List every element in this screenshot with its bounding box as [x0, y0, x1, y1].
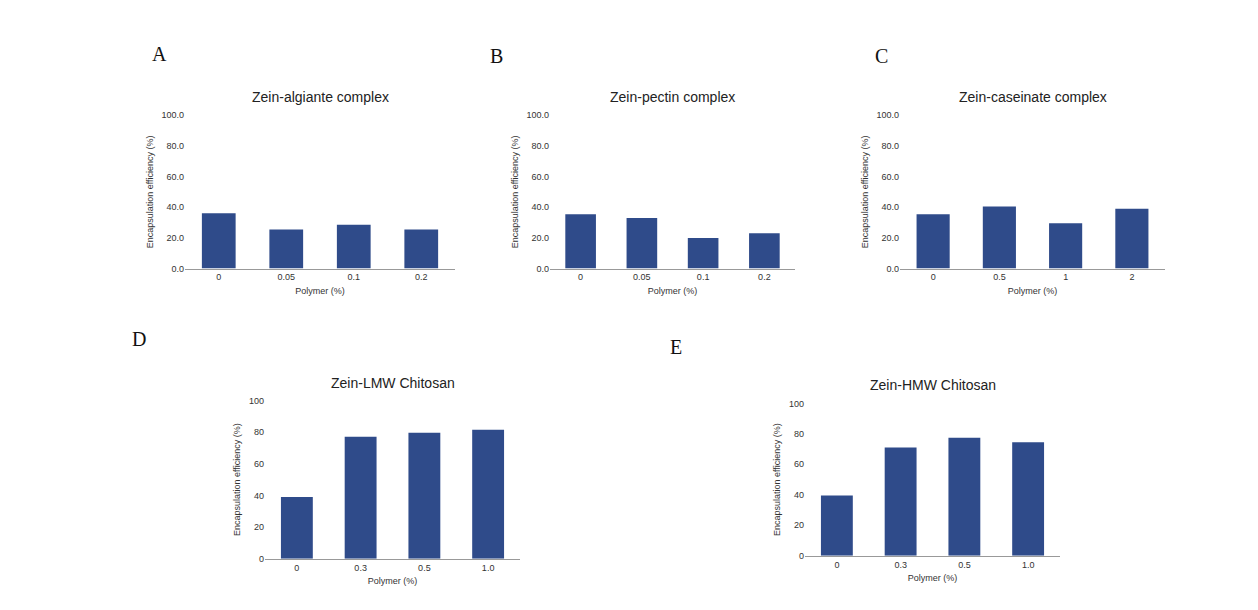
svg-text:Polymer (%): Polymer (%) — [368, 576, 418, 586]
svg-text:80: 80 — [254, 427, 264, 437]
svg-text:1.0: 1.0 — [1022, 560, 1035, 570]
svg-text:Zein-algiante complex: Zein-algiante complex — [252, 89, 389, 105]
svg-text:100: 100 — [249, 396, 264, 406]
svg-text:Polymer (%): Polymer (%) — [1008, 286, 1058, 296]
svg-text:1: 1 — [1063, 272, 1068, 282]
svg-text:100: 100 — [789, 399, 804, 409]
svg-text:40.0: 40.0 — [881, 202, 899, 212]
svg-text:20: 20 — [794, 520, 804, 530]
svg-text:60.0: 60.0 — [166, 172, 184, 182]
svg-text:0.05: 0.05 — [633, 272, 651, 282]
svg-text:2: 2 — [1129, 272, 1134, 282]
svg-text:60.0: 60.0 — [531, 172, 549, 182]
svg-text:80: 80 — [794, 429, 804, 439]
svg-text:60: 60 — [794, 459, 804, 469]
svg-text:A: A — [152, 43, 167, 65]
svg-text:40.0: 40.0 — [531, 202, 549, 212]
svg-text:40.0: 40.0 — [166, 202, 184, 212]
svg-text:80.0: 80.0 — [166, 141, 184, 151]
svg-text:Encapsulation efficiency (%): Encapsulation efficiency (%) — [510, 135, 520, 248]
svg-text:0.3: 0.3 — [894, 560, 907, 570]
svg-text:0: 0 — [294, 563, 299, 573]
svg-text:Encapsulation efficiency (%): Encapsulation efficiency (%) — [772, 423, 782, 536]
svg-text:20: 20 — [254, 522, 264, 532]
svg-text:Polymer (%): Polymer (%) — [648, 286, 698, 296]
svg-text:80.0: 80.0 — [881, 141, 899, 151]
svg-text:C: C — [875, 45, 888, 67]
svg-text:0: 0 — [259, 554, 264, 564]
svg-text:0.3: 0.3 — [354, 563, 367, 573]
svg-text:0.2: 0.2 — [415, 272, 428, 282]
svg-text:0.0: 0.0 — [171, 264, 184, 274]
svg-text:0: 0 — [799, 551, 804, 561]
svg-text:0.1: 0.1 — [347, 272, 360, 282]
svg-text:Zein-HMW Chitosan: Zein-HMW Chitosan — [870, 377, 996, 393]
svg-text:D: D — [132, 328, 146, 350]
svg-text:0: 0 — [834, 560, 839, 570]
svg-text:0.0: 0.0 — [886, 264, 899, 274]
svg-text:E: E — [670, 336, 682, 358]
svg-text:0: 0 — [931, 272, 936, 282]
svg-text:0.5: 0.5 — [958, 560, 971, 570]
svg-text:1.0: 1.0 — [482, 563, 495, 573]
svg-text:B: B — [490, 45, 503, 67]
svg-text:0.5: 0.5 — [418, 563, 431, 573]
svg-text:0.5: 0.5 — [993, 272, 1006, 282]
svg-text:Encapsulation efficiency (%): Encapsulation efficiency (%) — [860, 135, 870, 248]
svg-text:0.2: 0.2 — [758, 272, 771, 282]
svg-text:0.1: 0.1 — [697, 272, 710, 282]
svg-text:Encapsulation efficiency (%): Encapsulation efficiency (%) — [145, 135, 155, 248]
svg-text:40: 40 — [254, 491, 264, 501]
svg-text:20.0: 20.0 — [166, 233, 184, 243]
svg-text:Zein-caseinate complex: Zein-caseinate complex — [959, 89, 1107, 105]
svg-text:100.0: 100.0 — [161, 110, 184, 120]
svg-text:Polymer (%): Polymer (%) — [295, 286, 345, 296]
svg-text:80.0: 80.0 — [531, 141, 549, 151]
svg-text:Polymer (%): Polymer (%) — [908, 573, 958, 583]
svg-text:100.0: 100.0 — [876, 110, 899, 120]
svg-text:60: 60 — [254, 459, 264, 469]
svg-text:60.0: 60.0 — [881, 172, 899, 182]
svg-text:20.0: 20.0 — [531, 233, 549, 243]
svg-text:Zein-LMW Chitosan: Zein-LMW Chitosan — [331, 375, 455, 391]
svg-text:0: 0 — [216, 272, 221, 282]
svg-text:40: 40 — [794, 490, 804, 500]
svg-text:Encapsulation efficiency (%): Encapsulation efficiency (%) — [232, 423, 242, 536]
svg-text:0: 0 — [578, 272, 583, 282]
svg-text:100.0: 100.0 — [526, 110, 549, 120]
svg-text:0.0: 0.0 — [536, 264, 549, 274]
svg-text:Zein-pectin complex: Zein-pectin complex — [610, 89, 735, 105]
svg-text:0.05: 0.05 — [277, 272, 295, 282]
svg-text:20.0: 20.0 — [881, 233, 899, 243]
